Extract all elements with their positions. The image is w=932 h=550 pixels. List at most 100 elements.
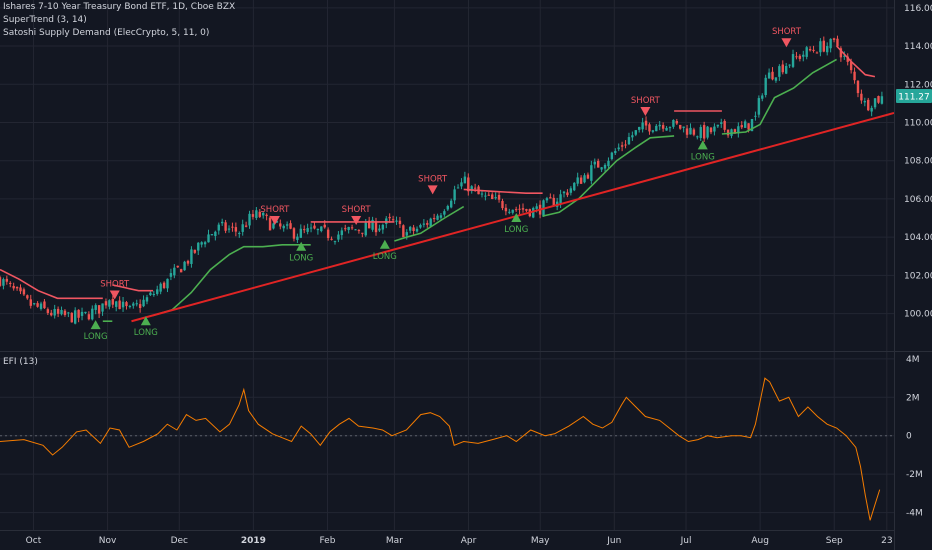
long-triangle bbox=[296, 241, 307, 251]
candle-body bbox=[641, 122, 644, 130]
candle-body bbox=[880, 96, 884, 104]
candle-body bbox=[661, 125, 665, 129]
candle-body bbox=[856, 80, 860, 94]
candle-body bbox=[398, 220, 402, 224]
time-tick-label: Aug bbox=[751, 536, 769, 546]
candle-body bbox=[610, 152, 614, 160]
time-tick-label: Sep bbox=[826, 536, 843, 546]
candle-body bbox=[665, 127, 668, 131]
candle-body bbox=[289, 223, 292, 229]
last-price-value: 111.27 bbox=[898, 93, 930, 103]
efi-legend: EFI (13) bbox=[3, 356, 38, 369]
long-triangle bbox=[379, 239, 390, 249]
candle-body bbox=[118, 300, 121, 310]
candle-body bbox=[497, 194, 501, 200]
candle-body bbox=[737, 126, 740, 134]
candle-body bbox=[617, 147, 620, 150]
last-price-label: 111.27 bbox=[896, 89, 932, 103]
candle-body bbox=[566, 192, 569, 196]
candle-body bbox=[473, 187, 477, 189]
candle-body bbox=[60, 309, 63, 315]
candle-body bbox=[255, 210, 258, 218]
candle-body bbox=[562, 191, 566, 194]
candle-body bbox=[720, 122, 723, 124]
price-tick-label: 108.00 bbox=[904, 157, 932, 167]
candle-body bbox=[87, 314, 91, 320]
candle-body bbox=[279, 223, 282, 227]
symbol-title[interactable]: Ishares 7-10 Year Treasury Bond ETF, 1D,… bbox=[3, 2, 236, 12]
efi-line bbox=[0, 377, 881, 521]
candle-body bbox=[156, 289, 159, 294]
long-signal: LONG bbox=[373, 239, 397, 262]
candle-body bbox=[285, 224, 289, 226]
short-signal: SHORT bbox=[418, 174, 448, 195]
candle-body bbox=[484, 195, 487, 197]
candle-body bbox=[771, 71, 774, 80]
candle-body bbox=[754, 115, 757, 117]
candle-body bbox=[867, 99, 870, 111]
time-tick-label: Jul bbox=[680, 536, 692, 546]
candle-body bbox=[84, 311, 87, 313]
price-axis[interactable]: 100.00 102.00 104.00 106.00 108.00 110.00 112.… bbox=[904, 4, 932, 320]
candle-body bbox=[453, 189, 456, 201]
time-axis[interactable]: Oct Nov Dec 2019 Feb Mar Apr May Jun Jul Aug Sep 23 bbox=[26, 536, 893, 546]
candle-body bbox=[836, 38, 839, 47]
efi-axis[interactable]: 4M 2M 0 -2M -4M bbox=[906, 355, 923, 519]
candle-body bbox=[692, 129, 696, 135]
main-legend: Ishares 7-10 Year Treasury Bond ETF, 1D,… bbox=[3, 1, 235, 40]
candle-body bbox=[303, 229, 306, 231]
candle-body bbox=[381, 224, 385, 230]
candle-body bbox=[145, 297, 149, 302]
candle-body bbox=[463, 176, 467, 184]
candle-body bbox=[470, 186, 473, 192]
candle-body bbox=[508, 211, 511, 213]
efi-tick-label: 0 bbox=[906, 432, 912, 442]
time-tick-label: Nov bbox=[99, 536, 117, 546]
candle-body bbox=[29, 299, 32, 306]
candle-body bbox=[747, 123, 750, 130]
candle-body bbox=[354, 229, 357, 231]
candle-body bbox=[224, 222, 227, 231]
candle-body bbox=[128, 306, 132, 308]
candle-body bbox=[696, 136, 699, 138]
candle-body bbox=[846, 56, 849, 62]
candle-body bbox=[2, 279, 5, 286]
candle-body bbox=[764, 77, 767, 96]
candle-body bbox=[282, 225, 285, 229]
candle-body bbox=[125, 302, 128, 307]
efi-legend-title[interactable]: EFI (13) bbox=[3, 357, 38, 367]
candle-body bbox=[740, 125, 743, 128]
supply-demand-legend[interactable]: Satoshi Supply Demand (ElecCrypto, 5, 11… bbox=[3, 28, 210, 38]
candle-body bbox=[241, 224, 244, 232]
candle-body bbox=[873, 98, 877, 108]
price-tick-label: 104.00 bbox=[904, 233, 932, 243]
candle-body bbox=[80, 311, 84, 316]
candle-body bbox=[340, 230, 344, 236]
candle-body bbox=[679, 124, 682, 129]
candle-body bbox=[419, 224, 422, 228]
candle-body bbox=[265, 214, 268, 216]
price-tick-label: 110.00 bbox=[904, 118, 932, 128]
candle-body bbox=[22, 289, 26, 295]
long-signal: LONG bbox=[504, 213, 528, 235]
candle-body bbox=[227, 228, 231, 230]
candle-body bbox=[586, 174, 590, 179]
candle-body bbox=[371, 219, 374, 230]
candle-body bbox=[808, 49, 812, 51]
candle-body bbox=[774, 77, 778, 81]
candle-body bbox=[19, 287, 22, 292]
candle-body bbox=[590, 165, 593, 181]
candle-body bbox=[108, 300, 111, 307]
candle-body bbox=[672, 119, 675, 127]
candle-body bbox=[699, 127, 702, 138]
candle-body bbox=[487, 194, 491, 196]
candle-body bbox=[53, 309, 56, 316]
supertrend-legend[interactable]: SuperTrend (3, 14) bbox=[3, 15, 87, 25]
efi-tick-label: -2M bbox=[906, 470, 923, 480]
candle-body bbox=[784, 65, 788, 74]
candle-body bbox=[655, 125, 658, 132]
candle-body bbox=[238, 233, 241, 235]
long-label: LONG bbox=[504, 225, 528, 235]
candle-body bbox=[176, 265, 179, 268]
